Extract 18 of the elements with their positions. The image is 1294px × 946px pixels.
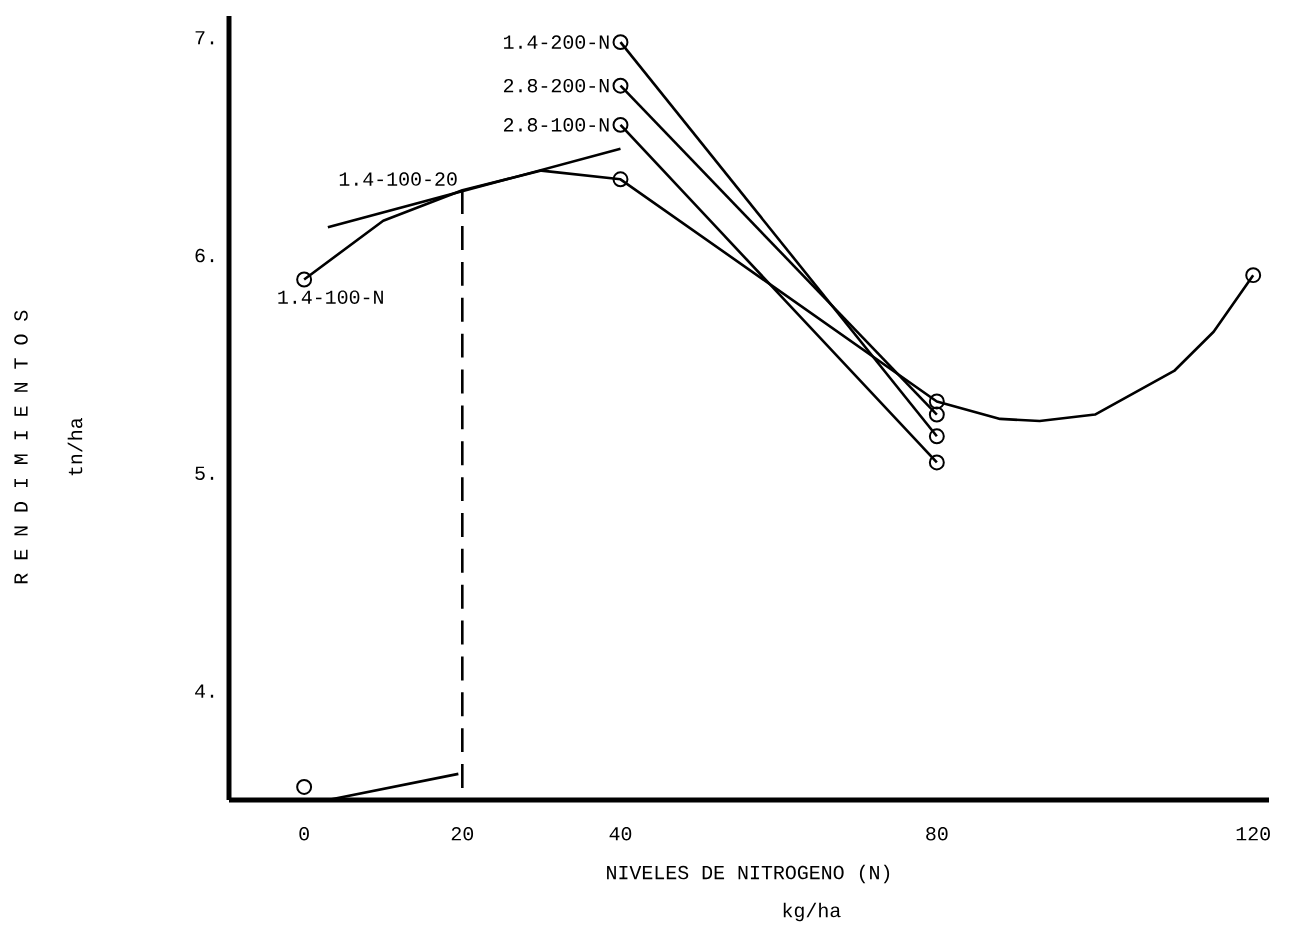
text: kg/ha xyxy=(783,902,841,922)
annotation: 1.4-100-20 xyxy=(339,172,457,186)
series-label: 2.8-100-N xyxy=(503,118,609,132)
y-tick-label: 4. xyxy=(195,684,214,698)
x-tick-label: 80 xyxy=(926,827,948,841)
x-tick-label: 0 xyxy=(299,827,309,841)
series-label: 1.4-200-N xyxy=(504,35,609,49)
series-label: 1.4-100-N xyxy=(278,290,383,304)
series-label: 2.8-200-N xyxy=(503,78,609,93)
x-axis-title: NIVELES DE NITROGENO (N) xyxy=(607,864,890,884)
text: R E N D I M I E N T O S xyxy=(14,310,28,584)
y-tick-label: 7. xyxy=(195,31,214,45)
text: tn/ha xyxy=(67,417,83,476)
y-tick-label: 5. xyxy=(195,466,214,480)
x-tick-label: 120 xyxy=(1236,827,1270,841)
y-tick-label: 6. xyxy=(195,248,214,263)
x-tick-label: 20 xyxy=(451,827,474,841)
x-tick-label: 40 xyxy=(609,827,632,841)
